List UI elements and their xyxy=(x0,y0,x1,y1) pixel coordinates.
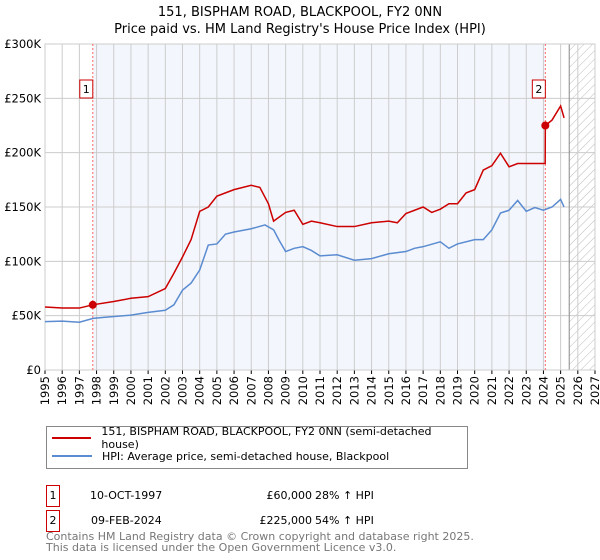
y-tick-label: £0 xyxy=(26,363,41,377)
subtitle: Price paid vs. HM Land Registry's House … xyxy=(114,22,486,37)
x-tick-label: 1995 xyxy=(38,376,52,405)
x-tick-label: 2015 xyxy=(382,376,396,405)
x-tick-label: 2006 xyxy=(227,376,241,405)
footer: Contains HM Land Registry data © Crown c… xyxy=(46,531,474,553)
x-tick-label: 2017 xyxy=(416,376,430,405)
sale-point xyxy=(541,121,550,130)
x-tick-label: 2011 xyxy=(313,376,327,405)
title: 151, BISPHAM ROAD, BLACKPOOL, FY2 0NN xyxy=(157,5,443,20)
price-chart: 1995 1996 1997 1998 1999 2000 2001 2002 2003 2004… xyxy=(4,37,600,405)
x-tick-label: 2014 xyxy=(365,376,379,405)
y-tick-label: £150K xyxy=(4,200,41,214)
x-tick-label: 2007 xyxy=(244,376,258,405)
y-tick-label: £250K xyxy=(4,91,41,105)
sale-point xyxy=(88,300,97,309)
chart-title: 151, BISPHAM ROAD, BLACKPOOL, FY2 0NN Pr… xyxy=(0,4,600,38)
x-tick-label: 2010 xyxy=(296,376,310,405)
hpi-change: 54% ↑ HPI xyxy=(315,514,374,527)
x-tick-label: 2020 xyxy=(468,376,482,405)
legend-item-hpi: HPI: Average price, semi-detached house,… xyxy=(52,448,389,464)
x-tick-label: 1998 xyxy=(90,376,104,405)
legend-label: HPI: Average price, semi-detached house,… xyxy=(102,449,390,463)
x-tick-label: 2018 xyxy=(433,376,447,405)
y-tick-label: £100K xyxy=(4,254,41,268)
x-tick-label: 2013 xyxy=(347,376,361,405)
plot-frame xyxy=(44,43,596,371)
x-tick-label: 2016 xyxy=(399,376,413,405)
x-tick-label: 2005 xyxy=(210,376,224,405)
x-tick-label: 2025 xyxy=(554,376,568,405)
x-tick-label: 2027 xyxy=(588,376,600,405)
series-line xyxy=(44,198,565,323)
hpi-change: 28% ↑ HPI xyxy=(315,489,374,502)
x-tick-label: 2000 xyxy=(124,376,138,405)
x-tick-label: 2003 xyxy=(176,376,190,405)
legend-label: 151, BISPHAM ROAD, BLACKPOOL, FY2 0NN (s… xyxy=(101,425,432,451)
x-tick-label: 2026 xyxy=(571,376,585,405)
x-tick-label: 1999 xyxy=(107,376,121,405)
series-line xyxy=(44,104,565,309)
marker-badge: 1 xyxy=(46,485,60,507)
price: £225,000 xyxy=(259,514,313,527)
legend-item-property: 151, BISPHAM ROAD, BLACKPOOL, FY2 0NN (s… xyxy=(52,425,467,451)
x-tick-label: 2022 xyxy=(502,376,516,405)
footer-line: Contains HM Land Registry data © Crown c… xyxy=(46,530,474,543)
x-tick-label: 2008 xyxy=(261,376,275,405)
x-tick-label: 2009 xyxy=(279,376,293,405)
y-tick-label: £50K xyxy=(12,309,42,323)
y-tick-label: £200K xyxy=(4,146,41,160)
y-tick-label: £300K xyxy=(4,37,41,51)
x-tick-label: 2012 xyxy=(330,376,344,405)
x-tick-label: 2004 xyxy=(193,376,207,405)
x-tick-label: 2024 xyxy=(536,376,550,405)
annotation-box xyxy=(79,79,94,99)
transaction-row: 1 10-OCT-1997 £60,000 28% ↑ HPI xyxy=(46,485,446,507)
annotation-label: 1 xyxy=(83,83,90,96)
x-tick-label: 2002 xyxy=(158,376,172,405)
x-tick-label: 1996 xyxy=(55,376,69,405)
transaction-row: 2 09-FEB-2024 £225,000 54% ↑ HPI xyxy=(46,510,446,539)
price: £60,000 xyxy=(266,489,313,502)
x-tick-label: 2019 xyxy=(451,376,465,405)
legend: 151, BISPHAM ROAD, BLACKPOOL, FY2 0NN (s… xyxy=(46,425,468,469)
date: 10-OCT-1997 xyxy=(90,489,163,502)
x-tick-label: 1997 xyxy=(72,376,86,405)
date: 09-FEB-2024 xyxy=(91,514,162,527)
x-tick-label: 2021 xyxy=(485,376,499,405)
annotation-label: 2 xyxy=(535,83,542,96)
marker-badge: 2 xyxy=(46,510,60,532)
x-tick-label: 2023 xyxy=(519,376,533,405)
annotation-box xyxy=(531,79,546,99)
footer-line: This data is licensed under the Open Gov… xyxy=(46,541,397,554)
x-tick-label: 2001 xyxy=(141,376,155,405)
